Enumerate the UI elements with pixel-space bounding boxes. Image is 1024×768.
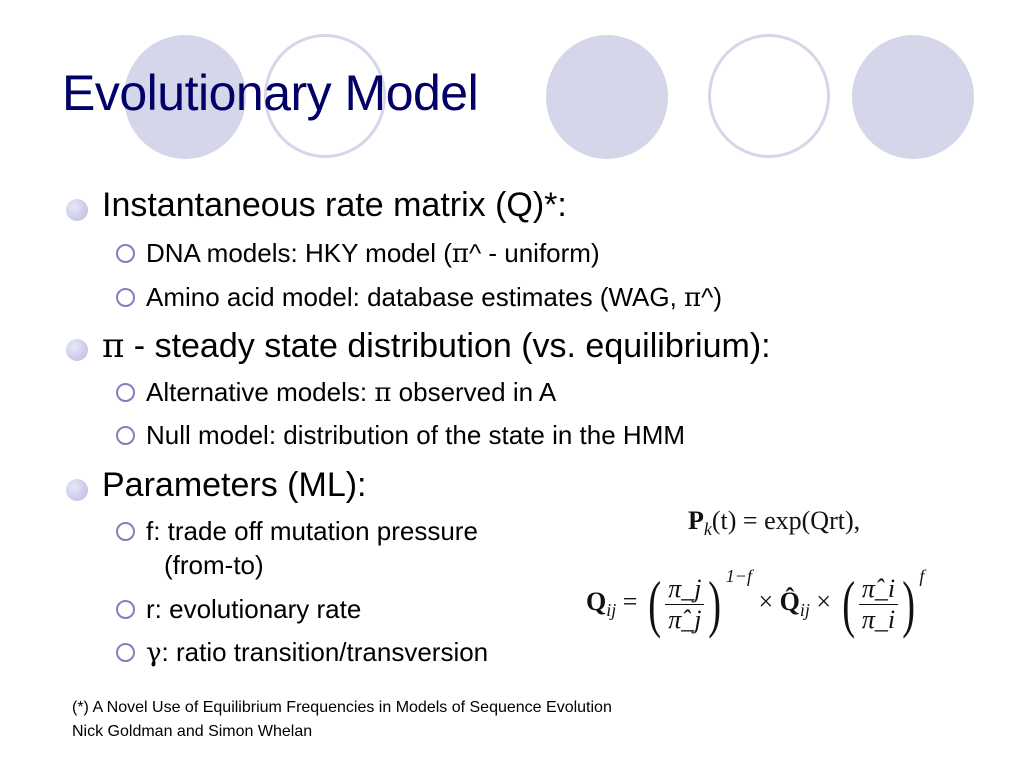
- slide-title: Evolutionary Model: [62, 65, 479, 121]
- circle-bullet-icon: [116, 643, 135, 662]
- sub-bullet: Amino acid model: database estimates (WA…: [116, 282, 722, 313]
- formula-p: Pk(t) = exp(Qrt),: [688, 506, 861, 540]
- sub-bullet: f: trade off mutation pressure: [116, 516, 478, 547]
- footnote-authors: Nick Goldman and Simon Whelan: [72, 723, 313, 740]
- sub-bullet: Null model: distribution of the state in…: [116, 420, 685, 451]
- bullet-steady-state: π - steady state distribution (vs. equil…: [66, 326, 771, 366]
- formula-q: Qij = (π_j π̂_j) 1−f × Q̂ij × (π̂_i π_i) f: [586, 566, 925, 640]
- circle-bullet-icon: [116, 522, 135, 541]
- bullet-icon: [66, 339, 88, 361]
- footnote-citation: (*) A Novel Use of Equilibrium Frequenci…: [72, 699, 612, 716]
- sub-bullet: Alternative models: π observed in A: [116, 377, 556, 408]
- bullet-icon: [66, 479, 88, 501]
- sub-bullet: r: evolutionary rate: [116, 594, 361, 625]
- sub-bullet: γ: ratio transition/transversion: [116, 637, 572, 668]
- footnote: (*) A Novel Use of Equilibrium Frequenci…: [72, 696, 612, 744]
- circle-bullet-icon: [116, 426, 135, 445]
- circle-bullet-icon: [116, 244, 135, 263]
- sub-bullet-continuation: (from-to): [164, 550, 264, 580]
- sub-bullet: DNA models: HKY model (π^ - uniform): [116, 238, 600, 269]
- decor-circle-filled: [124, 35, 246, 159]
- decor-circle-outline: [708, 34, 830, 158]
- circle-bullet-icon: [116, 288, 135, 307]
- circle-bullet-icon: [116, 600, 135, 619]
- circle-bullet-icon: [116, 383, 135, 402]
- bullet-rate-matrix: Instantaneous rate matrix (Q)*:: [66, 186, 567, 225]
- decor-circle-filled: [546, 35, 668, 159]
- decor-circle-filled: [852, 35, 974, 159]
- decor-circle-outline: [264, 34, 386, 158]
- bullet-parameters: Parameters (ML):: [66, 466, 367, 505]
- bullet-icon: [66, 199, 88, 221]
